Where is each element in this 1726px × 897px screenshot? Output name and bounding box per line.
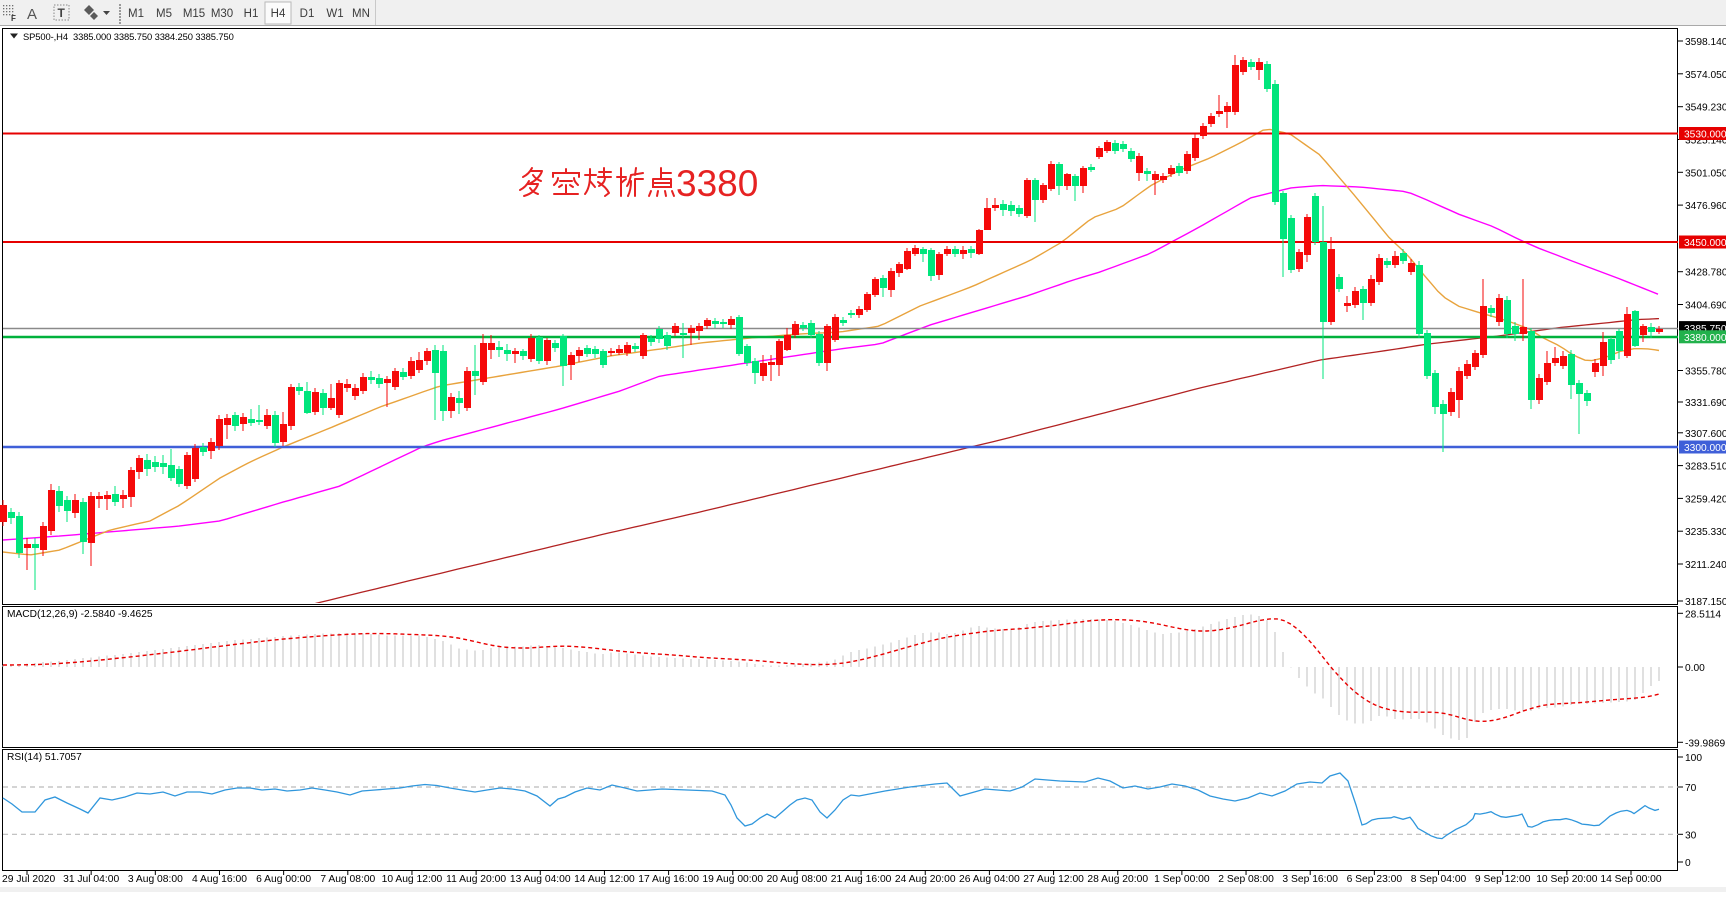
- svg-text:M5: M5: [156, 8, 172, 20]
- svg-text:3530.000: 3530.000: [1684, 130, 1726, 141]
- svg-text:M1: M1: [128, 8, 144, 20]
- svg-text:11 Aug 20:00: 11 Aug 20:00: [446, 874, 506, 885]
- svg-text:14 Aug 12:00: 14 Aug 12:00: [574, 874, 635, 885]
- svg-text:MN: MN: [352, 8, 370, 20]
- svg-text:10 Aug 12:00: 10 Aug 12:00: [382, 874, 443, 885]
- svg-text:8 Sep 04:00: 8 Sep 04:00: [1411, 874, 1467, 885]
- svg-text:M30: M30: [211, 8, 233, 20]
- svg-text:MACD(12,26,9) -2.5840 -9.4625: MACD(12,26,9) -2.5840 -9.4625: [7, 609, 153, 620]
- svg-text:4 Aug 16:00: 4 Aug 16:00: [192, 874, 247, 885]
- svg-text:17 Aug 16:00: 17 Aug 16:00: [638, 874, 699, 885]
- svg-text:3476.960: 3476.960: [1685, 201, 1726, 212]
- svg-text:20 Aug 08:00: 20 Aug 08:00: [767, 874, 828, 885]
- svg-text:3307.600: 3307.600: [1685, 429, 1726, 440]
- svg-text:3385.750: 3385.750: [1684, 324, 1726, 335]
- svg-text:3450.000: 3450.000: [1684, 238, 1726, 249]
- svg-text:-39.9869: -39.9869: [1685, 738, 1726, 749]
- svg-text:29 Jul 2020: 29 Jul 2020: [2, 874, 56, 885]
- svg-text:3574.050: 3574.050: [1685, 70, 1726, 81]
- svg-text:H4: H4: [271, 8, 286, 20]
- svg-text:3300.000: 3300.000: [1684, 443, 1726, 454]
- svg-text:3 Sep 16:00: 3 Sep 16:00: [1282, 874, 1338, 885]
- svg-text:1 Sep 00:00: 1 Sep 00:00: [1154, 874, 1210, 885]
- svg-text:A: A: [27, 6, 37, 23]
- svg-text:3331.690: 3331.690: [1685, 398, 1726, 409]
- svg-text:3598.140: 3598.140: [1685, 37, 1726, 48]
- svg-text:2 Sep 08:00: 2 Sep 08:00: [1218, 874, 1274, 885]
- svg-text:9 Sep 12:00: 9 Sep 12:00: [1475, 874, 1531, 885]
- svg-text:3501.050: 3501.050: [1685, 168, 1726, 179]
- svg-text:14 Sep 00:00: 14 Sep 00:00: [1600, 874, 1662, 885]
- svg-text:H1: H1: [244, 8, 259, 20]
- svg-text:21 Aug 16:00: 21 Aug 16:00: [831, 874, 892, 885]
- svg-text:3235.330: 3235.330: [1685, 527, 1726, 538]
- svg-text:3187.150: 3187.150: [1685, 597, 1726, 608]
- svg-text:T: T: [58, 6, 66, 20]
- svg-text:3283.510: 3283.510: [1685, 462, 1726, 473]
- svg-text:3549.230: 3549.230: [1685, 103, 1726, 114]
- svg-text:28.5114: 28.5114: [1685, 609, 1721, 620]
- svg-text:3211.240: 3211.240: [1685, 560, 1726, 571]
- svg-text:7 Aug 08:00: 7 Aug 08:00: [320, 874, 375, 885]
- svg-text:3380: 3380: [676, 163, 758, 204]
- svg-text:6 Sep 23:00: 6 Sep 23:00: [1347, 874, 1403, 885]
- svg-text:RSI(14) 51.7057: RSI(14) 51.7057: [7, 752, 82, 763]
- svg-text:31 Jul 04:00: 31 Jul 04:00: [63, 874, 119, 885]
- svg-text:0.00: 0.00: [1685, 663, 1705, 674]
- svg-text:19 Aug 00:00: 19 Aug 00:00: [702, 874, 763, 885]
- svg-text:100: 100: [1685, 753, 1702, 764]
- svg-text:3428.780: 3428.780: [1685, 268, 1726, 279]
- svg-text:0: 0: [1685, 858, 1691, 869]
- svg-text:6 Aug 00:00: 6 Aug 00:00: [256, 874, 311, 885]
- svg-text:3380.000: 3380.000: [1684, 333, 1726, 344]
- svg-text:13 Aug 04:00: 13 Aug 04:00: [510, 874, 571, 885]
- svg-text:3259.420: 3259.420: [1685, 494, 1726, 505]
- svg-text:26 Aug 04:00: 26 Aug 04:00: [959, 874, 1020, 885]
- svg-text:10 Sep 20:00: 10 Sep 20:00: [1536, 874, 1598, 885]
- svg-text:3355.780: 3355.780: [1685, 367, 1726, 378]
- svg-text:3 Aug 08:00: 3 Aug 08:00: [128, 874, 183, 885]
- svg-text:D1: D1: [300, 8, 315, 20]
- svg-text:27 Aug 12:00: 27 Aug 12:00: [1023, 874, 1084, 885]
- svg-text:24 Aug 20:00: 24 Aug 20:00: [895, 874, 956, 885]
- svg-text:30: 30: [1685, 830, 1697, 841]
- svg-text:28 Aug 20:00: 28 Aug 20:00: [1087, 874, 1148, 885]
- svg-text:M15: M15: [183, 8, 205, 20]
- svg-text:3404.690: 3404.690: [1685, 301, 1726, 312]
- svg-text:W1: W1: [326, 8, 343, 20]
- svg-text:SP500-,H4 3385.000 3385.750 3: SP500-,H4 3385.000 3385.750 3384.250 338…: [23, 31, 234, 42]
- svg-text:F: F: [11, 14, 16, 23]
- svg-text:3525.140: 3525.140: [1685, 136, 1726, 147]
- svg-text:70: 70: [1685, 783, 1697, 794]
